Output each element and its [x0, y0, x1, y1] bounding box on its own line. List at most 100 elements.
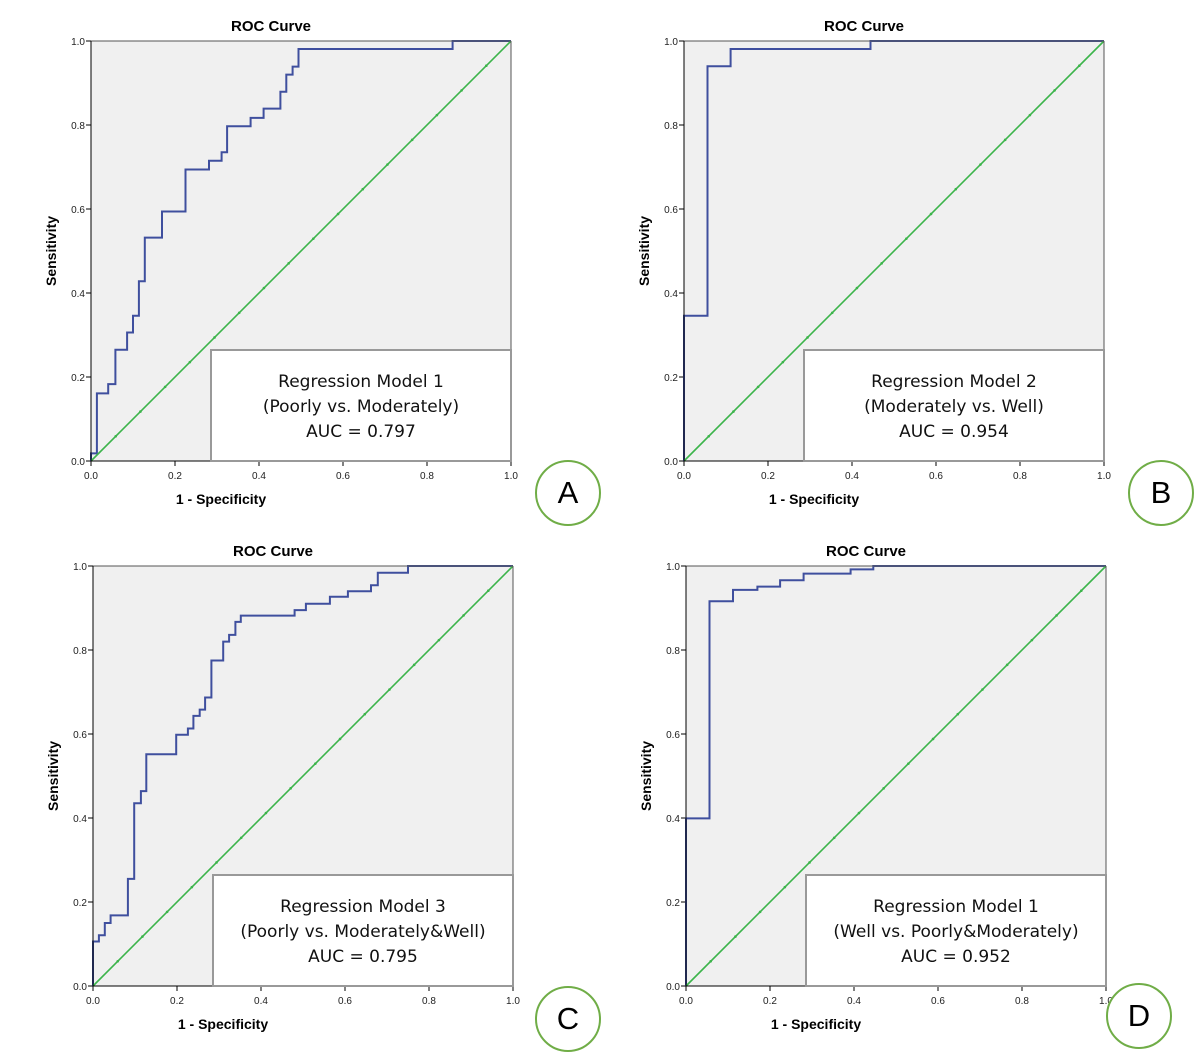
reference-marker	[287, 262, 290, 265]
legend-line: (Moderately vs. Well)	[864, 397, 1044, 417]
reference-marker	[931, 737, 935, 741]
reference-marker	[956, 712, 960, 716]
reference-marker	[314, 762, 317, 765]
x-tick-label: 0.4	[252, 471, 266, 482]
reference-marker	[806, 336, 809, 339]
reference-marker	[486, 589, 490, 593]
reference-marker	[783, 885, 787, 889]
panel-label-badge: D	[1106, 983, 1172, 1049]
x-tick-label: 0.4	[254, 996, 268, 1007]
roc-panel-d: ROC Curve 0.0 0.2 0.4 0.6 0.8 1.0 0.0 0.2 0.4 0.6 0…	[595, 525, 1195, 1052]
x-axis-label: 1 - Specificity	[769, 491, 859, 507]
legend-box	[210, 349, 512, 462]
y-axis-label: Sensitivity	[638, 741, 654, 811]
x-tick-label: 0.2	[763, 996, 777, 1007]
y-tick-label: 0.0	[73, 982, 87, 993]
y-tick-label: 0.4	[71, 289, 85, 300]
reference-marker	[756, 385, 760, 389]
reference-marker	[1005, 663, 1009, 667]
y-axis-label: Sensitivity	[636, 216, 652, 286]
reference-marker	[188, 360, 192, 364]
reference-marker	[882, 787, 885, 790]
x-tick-label: 0.8	[422, 996, 436, 1007]
reference-marker	[1053, 89, 1056, 92]
reference-marker	[289, 787, 292, 790]
reference-marker	[732, 410, 735, 413]
panel-label-badge: B	[1128, 460, 1194, 526]
x-tick-label: 0.0	[84, 471, 98, 482]
reference-marker	[460, 89, 463, 92]
x-tick-label: 0.2	[168, 471, 182, 482]
y-tick-label: 0.6	[73, 730, 87, 741]
y-tick-label: 0.2	[666, 898, 680, 909]
chart-title: ROC Curve	[233, 543, 313, 560]
y-tick-label: 0.8	[73, 646, 87, 657]
reference-marker	[981, 688, 984, 691]
y-tick-label: 0.2	[71, 373, 85, 384]
x-tick-label: 0.0	[86, 996, 100, 1007]
y-tick-label: 0.4	[666, 814, 680, 825]
reference-marker	[1003, 138, 1007, 142]
reference-marker	[215, 861, 218, 864]
chart-title: ROC Curve	[824, 18, 904, 35]
y-axis-label: Sensitivity	[45, 741, 61, 811]
reference-marker	[907, 762, 910, 765]
roc-curve-line	[90, 40, 511, 461]
y-tick-label: 1.0	[664, 37, 678, 48]
y-tick-label: 1.0	[666, 562, 680, 573]
legend-line: Regression Model 1	[873, 897, 1039, 917]
roc-chart: ROC Curve 0.0 0.2 0.4 0.6 0.8 1.0 0.0 0.2 0.4 0.6 0…	[43, 18, 518, 507]
x-axis-label: 1 - Specificity	[178, 1016, 268, 1032]
legend-line: Regression Model 1	[278, 372, 444, 392]
x-tick-label: 1.0	[1097, 471, 1111, 482]
x-axis-label: 1 - Specificity	[771, 1016, 861, 1032]
roc-curve-line	[685, 565, 1106, 986]
legend-line: (Well vs. Poorly&Moderately)	[833, 922, 1078, 942]
y-tick-label: 0.0	[666, 982, 680, 993]
y-tick-label: 0.8	[664, 121, 678, 132]
reference-marker	[808, 861, 811, 864]
legend-line: Regression Model 3	[280, 897, 446, 917]
y-tick-label: 1.0	[71, 37, 85, 48]
legend-box	[212, 874, 514, 987]
legend-line: AUC = 0.952	[901, 947, 1011, 967]
y-tick-label: 0.6	[664, 205, 678, 216]
reference-marker	[338, 737, 342, 741]
reference-marker	[781, 360, 785, 364]
reference-marker	[1028, 113, 1032, 117]
reference-line	[92, 565, 514, 987]
reference-marker	[213, 336, 216, 339]
reference-marker	[954, 187, 958, 191]
reference-marker	[905, 237, 908, 240]
panel-label-badge: A	[535, 460, 601, 526]
x-tick-label: 0.6	[338, 996, 352, 1007]
roc-curve-line	[92, 565, 513, 986]
reference-marker	[312, 237, 315, 240]
legend-box	[803, 349, 1105, 462]
reference-marker	[832, 836, 836, 840]
chart-title: ROC Curve	[231, 18, 311, 35]
chart-title: ROC Curve	[826, 543, 906, 560]
x-tick-label: 0.2	[170, 996, 184, 1007]
x-tick-label: 0.4	[847, 996, 861, 1007]
reference-marker	[734, 935, 737, 938]
y-axis-label: Sensitivity	[43, 216, 59, 286]
legend-line: AUC = 0.795	[308, 947, 418, 967]
x-tick-label: 0.8	[1015, 996, 1029, 1007]
reference-marker	[336, 212, 340, 216]
reference-line	[683, 40, 1105, 462]
y-tick-label: 0.2	[664, 373, 678, 384]
roc-panel-c: ROC Curve 0.0 0.2 0.4 0.6 0.8 1.0 0.0 0.2 0.4 0.6 0…	[2, 525, 602, 1052]
reference-line	[90, 40, 512, 462]
reference-marker	[1055, 614, 1058, 617]
reference-marker	[1077, 64, 1081, 68]
roc-panel-b: ROC Curve 0.0 0.2 0.4 0.6 0.8 1.0 0.0 0.2 0.4 0.6 0…	[593, 0, 1194, 527]
x-axis-label: 1 - Specificity	[176, 491, 266, 507]
reference-marker	[437, 638, 441, 642]
reference-marker	[363, 712, 367, 716]
roc-panel-a: ROC Curve 0.0 0.2 0.4 0.6 0.8 1.0 0.0 0.2 0.4 0.6 0…	[0, 0, 601, 527]
roc-chart: ROC Curve 0.0 0.2 0.4 0.6 0.8 1.0 0.0 0.2 0.4 0.6 0…	[636, 18, 1111, 507]
x-tick-label: 0.8	[1013, 471, 1027, 482]
roc-curve-line	[683, 40, 1104, 461]
reference-marker	[386, 163, 389, 166]
